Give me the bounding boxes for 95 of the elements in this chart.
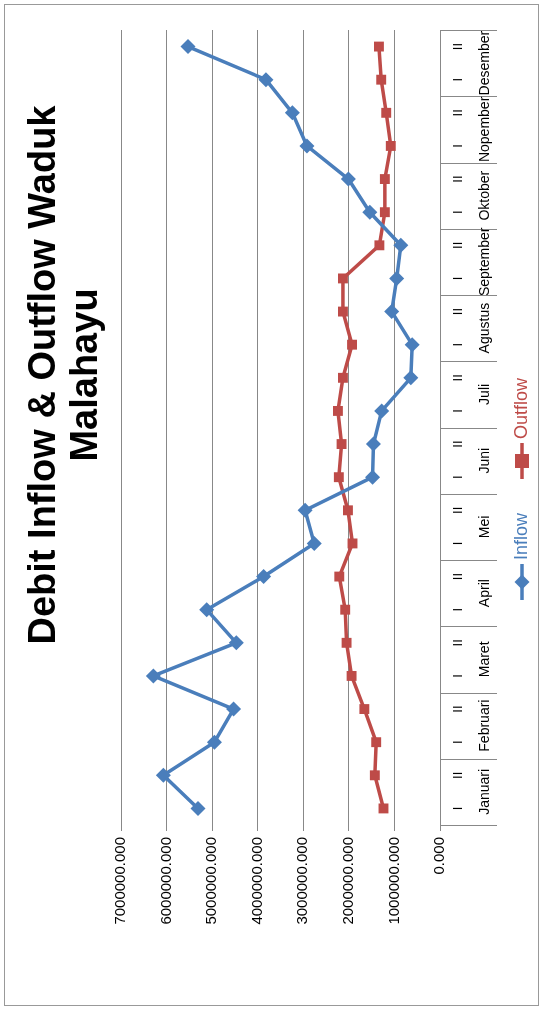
point [333, 472, 344, 483]
text: Oktober [475, 170, 492, 221]
x-tick-label: 6000000.000 [156, 837, 174, 925]
point [226, 701, 242, 717]
point [155, 767, 171, 783]
y-tick-label: II [449, 42, 465, 51]
y-tick-label: I [449, 806, 465, 811]
y-tick-label: II [449, 572, 465, 581]
y-tick-label: I [449, 77, 465, 82]
point [362, 204, 378, 220]
text: April [475, 579, 492, 608]
point [306, 535, 322, 551]
y-tick-label: I [449, 674, 465, 678]
x-tick-label: 0.000 [430, 837, 448, 875]
point [258, 72, 274, 88]
point [378, 803, 389, 814]
y-tick-label: II [449, 705, 465, 713]
point [373, 41, 384, 52]
point [190, 800, 206, 816]
y-tick-label: II [449, 175, 465, 183]
point [374, 403, 390, 419]
point [341, 637, 352, 648]
y-tick-label: II [449, 639, 465, 647]
point [199, 602, 215, 618]
y-tick-label: I [449, 475, 465, 479]
x-tick-label: 5000000.000 [202, 837, 220, 925]
y-tick-label: II [449, 109, 465, 117]
point [337, 306, 348, 317]
point [393, 237, 409, 253]
point [284, 105, 300, 121]
text: Agustus [475, 302, 492, 354]
text: Maret [475, 641, 492, 678]
text: Debit Inflow & Outflow Waduk Malahayu [21, 104, 106, 645]
text: Outflow [510, 376, 531, 439]
text: September [475, 227, 492, 297]
x-tick-label: 1000000.000 [384, 837, 402, 925]
y-tick-label: I [449, 607, 465, 612]
y-tick-label: I [449, 541, 465, 546]
x-tick-label: 3000000.000 [293, 837, 311, 925]
y-tick-label: II [449, 440, 465, 448]
y-tick-label: II [449, 771, 465, 779]
point [337, 273, 348, 284]
y-tick-label: I [449, 276, 465, 281]
point [346, 670, 357, 681]
x-tick-label: 2000000.000 [339, 837, 356, 925]
point [336, 439, 347, 450]
text: Inflow [510, 511, 531, 560]
point [228, 635, 244, 651]
point [374, 240, 385, 251]
text: Mei [475, 515, 492, 539]
x-tick-label: 7000000.000 [111, 837, 129, 925]
point [299, 138, 315, 154]
point [376, 74, 387, 85]
y-tick-label: II [449, 241, 465, 249]
point [337, 372, 348, 383]
point [347, 538, 358, 549]
text: Nopember [475, 96, 492, 163]
y-tick-label: I [449, 740, 465, 744]
point [389, 270, 405, 286]
y-tick-label: I [449, 210, 465, 214]
point [359, 704, 370, 715]
point [381, 107, 392, 118]
point [379, 174, 390, 185]
point [332, 405, 343, 416]
point [206, 734, 222, 750]
point [145, 668, 161, 684]
y-tick-label: II [449, 307, 465, 316]
point [371, 737, 382, 748]
text: Juni [475, 447, 492, 474]
point [334, 571, 345, 582]
point [180, 39, 196, 55]
x-tick-label: 4000000.000 [247, 837, 265, 925]
point [343, 505, 353, 516]
y-tick-label: II [449, 374, 465, 382]
point [379, 207, 390, 218]
point [340, 604, 351, 615]
text: Juli [475, 383, 492, 405]
point [256, 569, 272, 585]
point [340, 171, 356, 187]
point [385, 140, 396, 151]
y-tick-label: I [449, 342, 465, 347]
point [365, 469, 381, 485]
point [403, 370, 419, 386]
point [384, 304, 400, 320]
point [365, 436, 381, 452]
text: Januari [475, 768, 492, 815]
point [369, 770, 380, 781]
y-tick-label: I [449, 144, 465, 148]
y-tick-label: I [449, 409, 465, 413]
point [297, 502, 313, 518]
text: Desember [475, 30, 492, 96]
point [347, 339, 357, 350]
point [404, 337, 420, 353]
y-tick-label: II [449, 506, 465, 514]
text: Februari [475, 699, 492, 752]
